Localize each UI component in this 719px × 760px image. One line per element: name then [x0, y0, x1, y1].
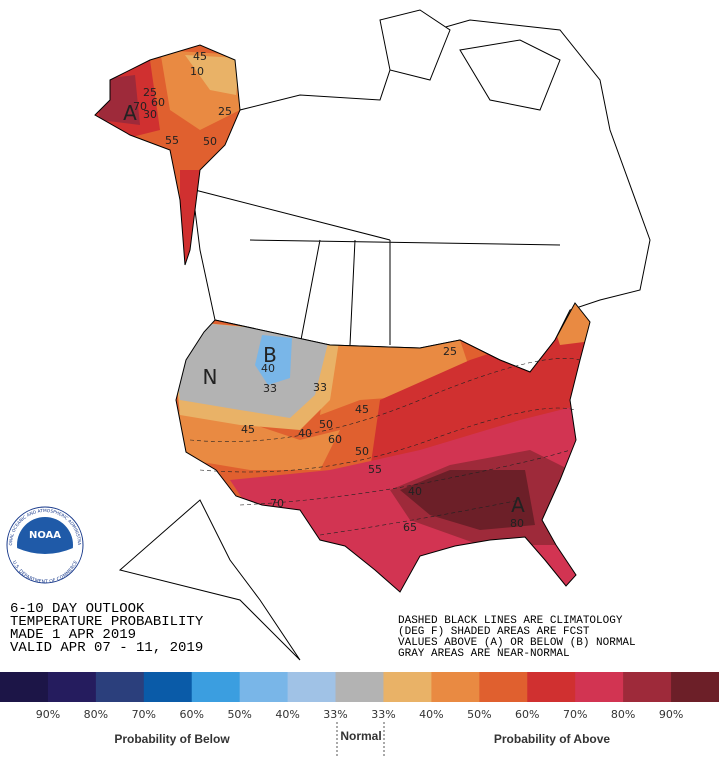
- contour-label: 40: [298, 427, 312, 440]
- contour-label: 50: [319, 418, 333, 431]
- legend-swatch: [671, 672, 719, 702]
- title-line: TEMPERATURE PROBABILITY: [10, 614, 204, 630]
- note-line: DASHED BLACK LINES ARE CLIMATOLOGY: [398, 615, 623, 627]
- legend-label: 80%: [84, 708, 108, 721]
- legend: Probability of Below Normal Probability …: [0, 672, 719, 756]
- land-outline: [118, 9, 651, 661]
- legend-swatch: [383, 672, 432, 702]
- climatology-lines: [189, 358, 581, 536]
- title-line: MADE 1 APR 2019: [10, 627, 136, 643]
- logo-ring-text: NATIONAL OCEANIC AND ATMOSPHERIC ADMINIS…: [0, 0, 82, 546]
- alaska-outline: [94, 44, 241, 266]
- contour-label: 30: [143, 108, 157, 121]
- contour-label: 55: [368, 463, 382, 476]
- contour-label: 70: [133, 100, 147, 113]
- contour-label: 60: [328, 433, 342, 446]
- legend-label: 70%: [132, 708, 156, 721]
- legend-swatch: [623, 672, 672, 702]
- legend-label: 80%: [611, 708, 635, 721]
- legend-swatch: [431, 672, 480, 702]
- note-line: VALUES ABOVE (A) OR BELOW (B) NORMAL: [398, 637, 636, 649]
- noaa-logo: NATIONAL OCEANIC AND ATMOSPHERIC ADMINIS…: [0, 0, 84, 585]
- legend-swatch: [47, 672, 97, 702]
- contour-label: 45: [193, 50, 207, 63]
- legend-swatch: [479, 672, 528, 702]
- contour-label: 50: [203, 135, 217, 148]
- anomaly-letter: A: [123, 101, 137, 125]
- legend-label: 50%: [467, 708, 491, 721]
- contour-label: 60: [151, 96, 165, 109]
- contour-label: 25: [143, 86, 157, 99]
- contour-label: 33: [313, 381, 327, 394]
- legend-swatch: [575, 672, 624, 702]
- legend-label: 33%: [371, 708, 395, 721]
- legend-label: 90%: [36, 708, 60, 721]
- note-line: (DEG F) SHADED AREAS ARE FCST: [398, 626, 590, 638]
- legend-title: Probability of Above: [494, 732, 611, 746]
- title-block: 6-10 DAY OUTLOOK TEMPERATURE PROBABILITY…: [10, 601, 204, 656]
- legend-swatch: [527, 672, 576, 702]
- note-line: GRAY AREAS ARE NEAR-NORMAL: [398, 648, 570, 660]
- contour-label: 33: [263, 382, 277, 395]
- notes-block: DASHED BLACK LINES ARE CLIMATOLOGY (DEG …: [398, 615, 636, 660]
- anomaly-letter: A: [511, 493, 525, 517]
- logo-name: NOAA: [29, 530, 61, 541]
- anomaly-letter: N: [203, 365, 218, 389]
- contour-label: 45: [241, 423, 255, 436]
- anomaly-letter: B: [263, 343, 277, 367]
- contour-label: 65: [403, 521, 417, 534]
- title-line: VALID APR 07 - 11, 2019: [10, 640, 203, 656]
- contour-label: 80: [510, 517, 524, 530]
- legend-label: 40%: [275, 708, 299, 721]
- legend-swatch: [95, 672, 145, 702]
- contour-label: 55: [165, 134, 179, 147]
- legend-title: Probability of Below: [114, 732, 230, 746]
- legend-swatch: [335, 672, 384, 702]
- contour-label: 50: [355, 445, 369, 458]
- contour-label: 40: [408, 485, 422, 498]
- contour-labels: 45 10 25 60 70 A 30 25 55 50 B N 40 33 3…: [123, 50, 525, 534]
- contour-label: 25: [218, 105, 232, 118]
- contour-label: 25: [443, 345, 457, 358]
- legend-label: 90%: [659, 708, 683, 721]
- contour-label: 40: [261, 362, 275, 375]
- contour-label: 45: [355, 403, 369, 416]
- legend-label: 40%: [419, 708, 443, 721]
- legend-label: 50%: [227, 708, 251, 721]
- legend-swatch: [287, 672, 337, 702]
- legend-label: 60%: [515, 708, 539, 721]
- contour-label: 70: [270, 497, 284, 510]
- contour-label: 10: [190, 65, 204, 78]
- title-line: 6-10 DAY OUTLOOK: [10, 601, 145, 617]
- us-outline: [175, 302, 591, 593]
- legend-label: 60%: [180, 708, 204, 721]
- legend-swatch: [143, 672, 193, 702]
- legend-label: 70%: [563, 708, 587, 721]
- legend-title: Normal: [340, 729, 381, 743]
- legend-swatch: [0, 672, 49, 702]
- legend-swatch: [191, 672, 241, 702]
- legend-swatch: [239, 672, 289, 702]
- legend-label: 33%: [323, 708, 347, 721]
